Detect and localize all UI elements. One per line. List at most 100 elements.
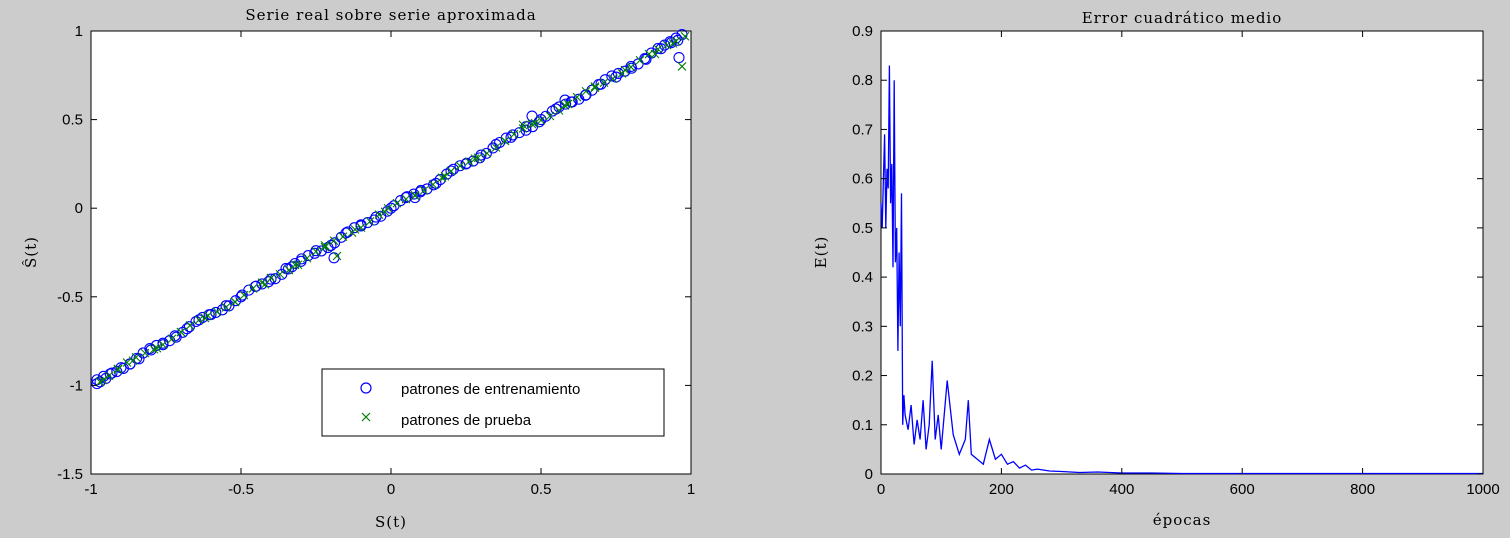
test-point bbox=[608, 74, 618, 83]
test-point bbox=[95, 377, 105, 387]
legend-cross-marker bbox=[361, 412, 371, 422]
train-point bbox=[395, 195, 407, 207]
test-point bbox=[167, 334, 177, 344]
error-x-label: épocas bbox=[1153, 511, 1212, 529]
test-point bbox=[446, 166, 456, 176]
test-point bbox=[527, 119, 537, 129]
test-point bbox=[203, 311, 213, 320]
train-point bbox=[673, 52, 685, 64]
test-point bbox=[194, 315, 204, 325]
train-point bbox=[131, 352, 143, 364]
test-point bbox=[302, 253, 312, 263]
test-point bbox=[464, 157, 474, 166]
train-point bbox=[546, 105, 558, 117]
train-point bbox=[181, 323, 193, 335]
error-y-tick-label: 0.1 bbox=[852, 417, 873, 434]
test-point bbox=[140, 348, 150, 358]
test-point bbox=[473, 153, 483, 163]
test-point bbox=[185, 321, 195, 330]
train-point bbox=[408, 188, 420, 200]
test-point bbox=[509, 129, 519, 139]
error-y-label: E(t) bbox=[812, 236, 830, 269]
test-point bbox=[518, 120, 528, 130]
test-point bbox=[563, 99, 573, 109]
test-point bbox=[410, 190, 420, 200]
error-x-tick-label: 1000 bbox=[1466, 481, 1499, 498]
train-point bbox=[385, 202, 397, 214]
scatter-x-tick-label: -0.5 bbox=[228, 481, 254, 498]
test-point bbox=[356, 223, 366, 233]
train-point bbox=[639, 52, 651, 65]
test-point bbox=[176, 327, 186, 337]
train-point bbox=[401, 191, 413, 203]
train-point bbox=[362, 217, 374, 229]
legend-label-prueba: patrones de prueba bbox=[401, 412, 532, 429]
train-point bbox=[243, 284, 255, 296]
test-point bbox=[455, 161, 465, 171]
train-point bbox=[276, 268, 288, 280]
test-point bbox=[626, 62, 636, 72]
legend-box bbox=[321, 368, 665, 437]
error-y-tick-label: 0.9 bbox=[852, 23, 873, 40]
error-y-tick-label: 0.6 bbox=[852, 171, 873, 188]
train-point bbox=[302, 250, 314, 262]
error-x-tick-label: 600 bbox=[1230, 481, 1255, 498]
train-point bbox=[104, 368, 116, 380]
train-point bbox=[573, 93, 585, 105]
test-point bbox=[290, 260, 300, 270]
train-point bbox=[282, 263, 294, 275]
train-point bbox=[612, 67, 624, 79]
scatter-y-tick-label: -0.5 bbox=[57, 289, 83, 306]
scatter-legend: patrones de entrenamiento patrones de pr… bbox=[321, 368, 665, 437]
test-point bbox=[257, 278, 267, 288]
error-y-tick-label: 0.5 bbox=[852, 220, 873, 237]
test-point bbox=[401, 194, 411, 204]
test-point bbox=[383, 203, 393, 213]
error-x-tick-label: 0 bbox=[877, 481, 885, 498]
train-point bbox=[454, 160, 466, 172]
test-point bbox=[491, 143, 501, 152]
test-point bbox=[284, 265, 294, 275]
train-point bbox=[111, 366, 123, 378]
test-point bbox=[428, 180, 438, 189]
scatter-y-tick-label: 0.5 bbox=[62, 112, 83, 129]
scatter-y-tick-label: -1.5 bbox=[57, 466, 83, 483]
train-point bbox=[348, 222, 360, 234]
test-point bbox=[230, 297, 240, 307]
test-point bbox=[560, 101, 570, 110]
train-point bbox=[659, 39, 671, 51]
error-title: Error cuadrático medio bbox=[1082, 9, 1283, 27]
test-point bbox=[152, 343, 162, 353]
test-point bbox=[635, 55, 645, 65]
train-point bbox=[513, 127, 525, 139]
test-point bbox=[266, 273, 276, 283]
error-y-tick-label: 0 bbox=[865, 466, 873, 483]
test-point bbox=[518, 124, 528, 133]
error-y-tick-label: 0.7 bbox=[852, 121, 873, 138]
test-point bbox=[392, 198, 402, 208]
train-point bbox=[177, 326, 189, 338]
test-point bbox=[158, 340, 168, 350]
test-point bbox=[482, 148, 492, 158]
test-point bbox=[293, 260, 303, 270]
train-point bbox=[566, 96, 578, 108]
scatter-title: Serie real sobre serie aproximada bbox=[245, 6, 536, 24]
train-point bbox=[335, 231, 347, 243]
test-point bbox=[644, 49, 654, 59]
test-point bbox=[374, 210, 384, 219]
train-point bbox=[329, 237, 341, 249]
error-y-tick-label: 0.2 bbox=[852, 368, 873, 385]
test-point bbox=[239, 290, 249, 300]
train-point bbox=[157, 337, 169, 349]
test-point bbox=[248, 284, 258, 293]
train-point bbox=[461, 157, 473, 169]
train-point bbox=[505, 131, 517, 143]
test-point bbox=[104, 371, 114, 381]
test-point bbox=[572, 92, 582, 102]
test-point bbox=[677, 62, 687, 71]
test-point bbox=[617, 69, 627, 78]
test-point bbox=[149, 344, 159, 354]
error-panel: 0 200 400 600 800 1000 0 0.1 0.2 0.3 0.4 0.5 0.6 0.7 0… bbox=[812, 9, 1500, 529]
error-x-tick-label: 800 bbox=[1350, 481, 1375, 498]
